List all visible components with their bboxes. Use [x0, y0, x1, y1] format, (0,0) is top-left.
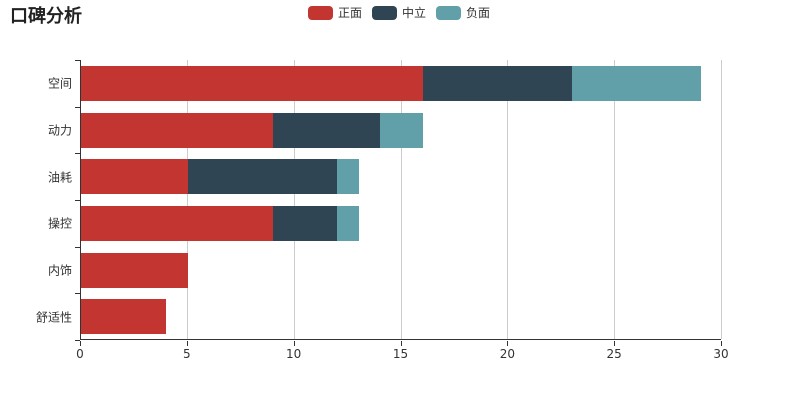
x-axis-tick: [80, 341, 81, 346]
legend: 正面 中立 负面: [308, 5, 490, 21]
legend-swatch-icon: [308, 6, 333, 20]
chart-title: 口碑分析: [10, 6, 82, 27]
gridline: [293, 60, 295, 339]
bar-segment[interactable]: [273, 112, 381, 148]
legend-swatch-icon: [372, 6, 398, 20]
bar-segment[interactable]: [81, 112, 274, 148]
legend-label: 负面: [466, 6, 491, 20]
x-tick-label: 10: [286, 347, 302, 361]
x-tick-label: 0: [76, 347, 84, 361]
bar-segment[interactable]: [187, 159, 338, 195]
bar-segment[interactable]: [81, 205, 274, 241]
legend-swatch-icon: [436, 6, 462, 20]
legend-label: 正面: [338, 6, 363, 20]
bar-segment[interactable]: [337, 205, 359, 241]
bar-segment[interactable]: [273, 205, 338, 241]
y-axis-tick: [75, 293, 80, 295]
legend-item-0[interactable]: 正面: [308, 6, 362, 20]
gridline: [614, 60, 616, 339]
y-axis-tick: [75, 340, 80, 341]
bar-segment[interactable]: [380, 112, 423, 148]
y-category-label: 舒适性: [35, 310, 72, 325]
bar-segment[interactable]: [81, 252, 188, 288]
x-axis-tick: [400, 341, 402, 346]
y-category-label: 操控: [47, 216, 72, 231]
x-tick-label: 25: [606, 347, 622, 361]
bar-segment[interactable]: [337, 159, 359, 195]
y-axis-tick: [75, 200, 80, 201]
bar-row-4: [81, 252, 722, 288]
bar-segment[interactable]: [422, 65, 573, 101]
bar-segment[interactable]: [572, 65, 701, 101]
bar-segment[interactable]: [81, 299, 167, 335]
bar-row-5: [81, 299, 722, 335]
x-axis-tick: [721, 341, 722, 346]
legend-item-2[interactable]: 负面: [436, 6, 490, 20]
bar-row-3: [81, 205, 722, 241]
y-axis-tick: [75, 60, 80, 61]
gridline: [186, 60, 188, 339]
y-axis-tick: [75, 246, 80, 248]
bar-row-1: [81, 112, 722, 148]
x-axis-tick: [507, 341, 509, 346]
y-axis-tick: [75, 106, 80, 108]
x-tick-label: 30: [713, 347, 729, 361]
x-axis-tick: [186, 341, 188, 346]
legend-item-1[interactable]: 中立: [372, 6, 426, 20]
x-tick-label: 5: [183, 347, 191, 361]
x-axis-tick: [293, 341, 295, 346]
gridline: [507, 60, 509, 339]
x-axis-tick: [614, 341, 616, 346]
y-category-label: 动力: [47, 123, 72, 138]
x-tick-label: 15: [392, 347, 409, 361]
bar-segment[interactable]: [81, 65, 423, 101]
bar-segment[interactable]: [81, 159, 188, 195]
bar-row-0: [81, 65, 722, 101]
bar-row-2: [81, 159, 722, 195]
y-axis-tick: [75, 153, 80, 155]
y-category-label: 空间: [47, 76, 72, 91]
y-category-label: 油耗: [47, 170, 72, 185]
x-tick-label: 20: [499, 347, 515, 361]
y-category-label: 内饰: [47, 263, 72, 278]
plot-area: [80, 60, 722, 340]
gridline: [721, 60, 722, 339]
gridline: [400, 60, 402, 339]
legend-label: 中立: [402, 6, 427, 20]
